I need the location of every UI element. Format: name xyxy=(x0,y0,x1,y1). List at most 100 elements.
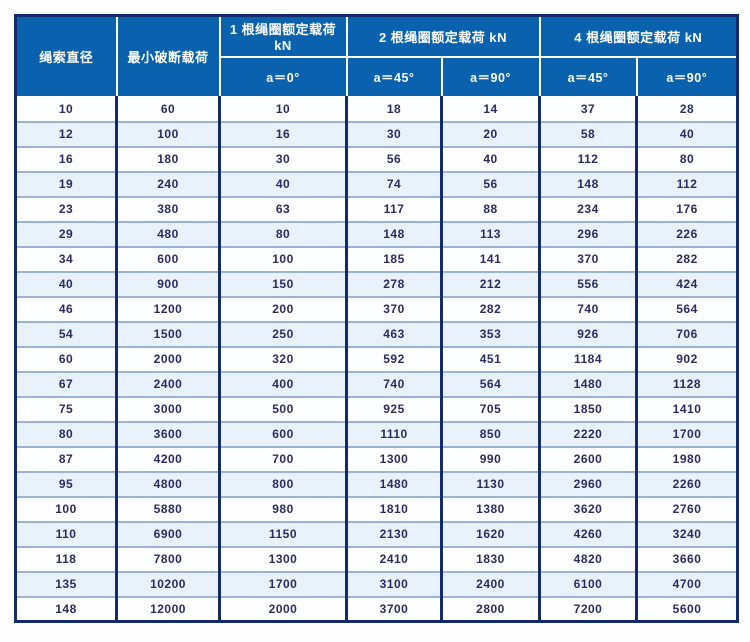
table-cell: 1150 xyxy=(218,520,348,547)
table-cell: 3100 xyxy=(345,570,443,597)
table-cell: 250 xyxy=(218,320,348,347)
table-cell: 1110 xyxy=(345,420,443,447)
table-row: 67 2400 400 740 564 1480 1128 xyxy=(14,370,740,397)
table-cell: 1830 xyxy=(439,545,542,572)
table-cell: 380 xyxy=(115,195,221,222)
table-cell: 451 xyxy=(439,345,542,372)
table-cell: 16 xyxy=(218,120,348,147)
table-row: 19 240 40 74 56 148 112 xyxy=(14,170,740,197)
table-row: 95 4800 800 1480 1130 2960 2260 xyxy=(14,470,740,497)
table-row: 23 380 63 117 88 234 176 xyxy=(14,195,740,222)
table-cell: 40 xyxy=(439,145,542,172)
table-row: 148 12000 2000 3700 2800 7200 5600 xyxy=(14,595,740,622)
table-cell: 2800 xyxy=(439,595,542,622)
table-cell: 176 xyxy=(635,195,740,222)
table-cell: 424 xyxy=(635,270,740,297)
table-cell: 14 xyxy=(439,95,542,122)
table-cell: 40 xyxy=(14,270,118,297)
table-cell: 148 xyxy=(14,595,118,622)
table-cell: 58 xyxy=(538,120,639,147)
table-cell: 67 xyxy=(14,370,118,397)
table-cell: 1700 xyxy=(635,420,740,447)
table-cell: 54 xyxy=(14,320,118,347)
table-cell: 564 xyxy=(439,370,542,397)
table-row: 29 480 80 148 113 296 226 xyxy=(14,220,740,247)
table-cell: 320 xyxy=(218,345,348,372)
table-cell: 902 xyxy=(635,345,740,372)
table-cell: 6100 xyxy=(538,570,639,597)
table-cell: 564 xyxy=(635,295,740,322)
table-cell: 19 xyxy=(14,170,118,197)
table-row: 80 3600 600 1110 850 2220 1700 xyxy=(14,420,740,447)
table-cell: 3700 xyxy=(345,595,443,622)
table-cell: 112 xyxy=(538,145,639,172)
table-cell: 117 xyxy=(345,195,443,222)
table-cell: 112 xyxy=(635,170,740,197)
table-cell: 10 xyxy=(218,95,348,122)
table-cell: 3240 xyxy=(635,520,740,547)
table-cell: 100 xyxy=(218,245,348,272)
table-cell: 1980 xyxy=(635,445,740,472)
header-rope-diameter: 绳索直径 xyxy=(14,14,118,98)
table-cell: 1480 xyxy=(345,470,443,497)
header-group-4-loop: 4 根绳圈额定载荷 kN xyxy=(538,14,739,58)
table-row: 46 1200 200 370 282 740 564 xyxy=(14,295,740,322)
table-cell: 113 xyxy=(439,220,542,247)
table-cell: 926 xyxy=(538,320,639,347)
table-cell: 87 xyxy=(14,445,118,472)
table-cell: 370 xyxy=(345,295,443,322)
header-angle-45-4loop: a＝45° xyxy=(538,55,638,98)
table-cell: 88 xyxy=(439,195,542,222)
table-cell: 2220 xyxy=(538,420,639,447)
table-cell: 10 xyxy=(14,95,118,122)
table-cell: 282 xyxy=(635,245,740,272)
table-cell: 925 xyxy=(345,395,443,422)
table-body: 10 60 10 18 14 37 28 12 100 16 30 20 58 40 16 180 30 56 40… xyxy=(14,95,740,622)
table-cell: 118 xyxy=(14,545,118,572)
table-cell: 40 xyxy=(635,120,740,147)
header-angle-90-2loop: a＝90° xyxy=(440,55,541,98)
table-row: 60 2000 320 592 451 1184 902 xyxy=(14,345,740,372)
table-cell: 5880 xyxy=(115,495,221,522)
table-cell: 705 xyxy=(439,395,542,422)
table-cell: 1850 xyxy=(538,395,639,422)
table-cell: 100 xyxy=(14,495,118,522)
table-cell: 370 xyxy=(538,245,639,272)
table-cell: 1184 xyxy=(538,345,639,372)
table-cell: 4700 xyxy=(635,570,740,597)
table-cell: 1700 xyxy=(218,570,348,597)
header-angle-90-4loop: a＝90° xyxy=(635,55,739,98)
table-cell: 12000 xyxy=(115,595,221,622)
table-cell: 60 xyxy=(14,345,118,372)
table-cell: 10200 xyxy=(115,570,221,597)
table-cell: 850 xyxy=(439,420,542,447)
table-cell: 141 xyxy=(439,245,542,272)
table-cell: 30 xyxy=(345,120,443,147)
table-cell: 60 xyxy=(115,95,221,122)
load-rating-table: 绳索直径 最小破断载荷 1 根绳圈额定载荷 kN 2 根绳圈额定载荷 kN 4 … xyxy=(14,14,740,623)
table-header: 绳索直径 最小破断载荷 1 根绳圈额定载荷 kN 2 根绳圈额定载荷 kN 4 … xyxy=(14,14,739,98)
table-cell: 3000 xyxy=(115,395,221,422)
table-cell: 556 xyxy=(538,270,639,297)
table-cell: 148 xyxy=(538,170,639,197)
table-cell: 800 xyxy=(218,470,348,497)
table-cell: 2260 xyxy=(635,470,740,497)
table-cell: 150 xyxy=(218,270,348,297)
table-cell: 1410 xyxy=(635,395,740,422)
table-cell: 1300 xyxy=(218,545,348,572)
table-cell: 34 xyxy=(14,245,118,272)
table-cell: 2400 xyxy=(439,570,542,597)
table-cell: 23 xyxy=(14,195,118,222)
table-cell: 1620 xyxy=(439,520,542,547)
table-cell: 1300 xyxy=(345,445,443,472)
table-cell: 56 xyxy=(345,145,443,172)
table-cell: 740 xyxy=(538,295,639,322)
table-cell: 100 xyxy=(115,120,221,147)
table-cell: 400 xyxy=(218,370,348,397)
table-cell: 2000 xyxy=(115,345,221,372)
table-cell: 282 xyxy=(439,295,542,322)
table-cell: 2400 xyxy=(115,370,221,397)
table-cell: 480 xyxy=(115,220,221,247)
table-cell: 3620 xyxy=(538,495,639,522)
